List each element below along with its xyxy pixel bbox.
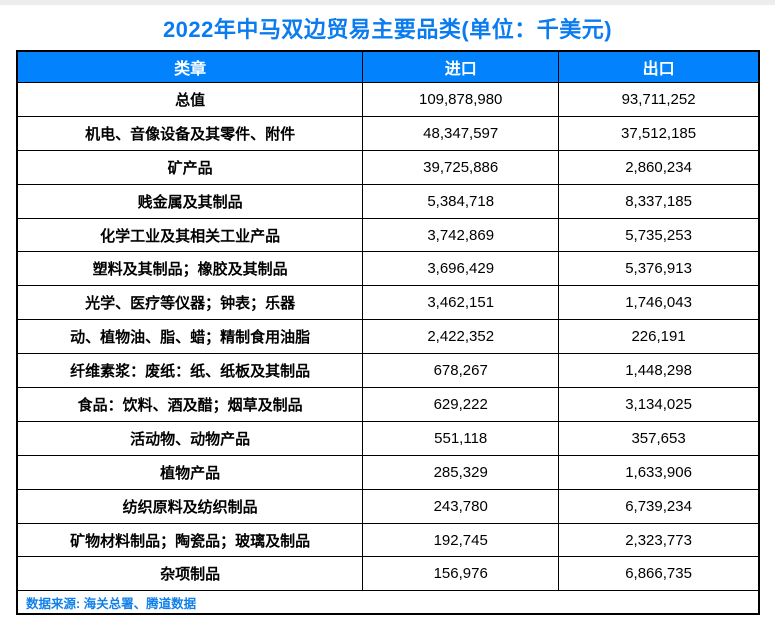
category-cell: 机电、音像设备及其零件、附件 <box>16 115 364 151</box>
category-cell: 纤维素浆：废纸：纸、纸板及其制品 <box>16 353 364 389</box>
category-cell: 光学、医疗等仪器；钟表；乐器 <box>16 285 364 321</box>
export-value-cell: 2,323,773 <box>558 522 760 558</box>
import-value-cell: 3,462,151 <box>362 285 560 321</box>
import-value-cell: 285,329 <box>362 454 560 490</box>
table-row: 纤维素浆：废纸：纸、纸板及其制品 678,267 1,448,298 <box>16 353 760 389</box>
export-value-cell: 37,512,185 <box>558 115 760 151</box>
import-value-cell: 243,780 <box>362 488 560 524</box>
table-row: 塑料及其制品；橡胶及其制品 3,696,429 5,376,913 <box>16 251 760 287</box>
import-value-cell: 156,976 <box>362 556 560 592</box>
category-cell: 植物产品 <box>16 454 364 490</box>
data-source-note: 数据来源: 海关总署、腾道数据 <box>16 590 760 615</box>
import-value-cell: 109,878,980 <box>362 82 560 117</box>
import-value-cell: 551,118 <box>362 420 560 456</box>
table-body: 总值 109,878,980 93,711,252 机电、音像设备及其零件、附件… <box>16 82 760 592</box>
table-row: 光学、医疗等仪器；钟表；乐器 3,462,151 1,746,043 <box>16 285 760 321</box>
category-cell: 食品：饮料、酒及醋；烟草及制品 <box>16 387 364 422</box>
category-cell: 化学工业及其相关工业产品 <box>16 217 364 253</box>
table-row: 杂项制品 156,976 6,866,735 <box>16 556 760 592</box>
table-row: 食品：饮料、酒及醋；烟草及制品 629,222 3,134,025 <box>16 387 760 422</box>
table-row: 植物产品 285,329 1,633,906 <box>16 454 760 490</box>
column-header-import: 进口 <box>362 50 560 83</box>
table-row: 矿物材料制品；陶瓷品；玻璃及制品 192,745 2,323,773 <box>16 522 760 558</box>
table-row: 动、植物油、脂、蜡；精制食用油脂 2,422,352 226,191 <box>16 319 760 355</box>
category-cell: 动、植物油、脂、蜡；精制食用油脂 <box>16 319 364 355</box>
import-value-cell: 678,267 <box>362 353 560 389</box>
table-row: 贱金属及其制品 5,384,718 8,337,185 <box>16 183 760 219</box>
export-value-cell: 5,376,913 <box>558 251 760 287</box>
table-header-row: 类章 进口 出口 <box>16 50 760 83</box>
import-value-cell: 5,384,718 <box>362 183 560 219</box>
export-value-cell: 357,653 <box>558 420 760 456</box>
export-value-cell: 1,448,298 <box>558 353 760 389</box>
trade-table: 类章 进口 出口 总值 109,878,980 93,711,252 机电、音像… <box>16 50 760 616</box>
category-cell: 贱金属及其制品 <box>16 183 364 219</box>
table-row: 机电、音像设备及其零件、附件 48,347,597 37,512,185 <box>16 115 760 151</box>
table-row: 化学工业及其相关工业产品 3,742,869 5,735,253 <box>16 217 760 253</box>
import-value-cell: 3,696,429 <box>362 251 560 287</box>
export-value-cell: 3,134,025 <box>558 387 760 422</box>
export-value-cell: 1,633,906 <box>558 454 760 490</box>
category-cell: 塑料及其制品；橡胶及其制品 <box>16 251 364 287</box>
category-cell: 总值 <box>16 82 364 117</box>
export-value-cell: 6,866,735 <box>558 556 760 592</box>
export-value-cell: 226,191 <box>558 319 760 355</box>
export-value-cell: 2,860,234 <box>558 149 760 185</box>
export-value-cell: 6,739,234 <box>558 488 760 524</box>
column-header-category: 类章 <box>16 50 364 83</box>
import-value-cell: 39,725,886 <box>362 149 560 185</box>
category-cell: 活动物、动物产品 <box>16 420 364 456</box>
category-cell: 杂项制品 <box>16 556 364 592</box>
import-value-cell: 629,222 <box>362 387 560 422</box>
page-title: 2022年中马双边贸易主要品类(单位：千美元) <box>162 17 613 42</box>
table-row: 活动物、动物产品 551,118 357,653 <box>16 420 760 456</box>
table-row: 纺织原料及纺织制品 243,780 6,739,234 <box>16 488 760 524</box>
import-value-cell: 192,745 <box>362 522 560 558</box>
export-value-cell: 93,711,252 <box>558 82 760 117</box>
export-value-cell: 8,337,185 <box>558 183 760 219</box>
table-row: 总值 109,878,980 93,711,252 <box>16 82 760 117</box>
table-row: 矿产品 39,725,886 2,860,234 <box>16 149 760 185</box>
column-header-export: 出口 <box>558 50 760 83</box>
import-value-cell: 2,422,352 <box>362 319 560 355</box>
import-value-cell: 3,742,869 <box>362 217 560 253</box>
category-cell: 矿物材料制品；陶瓷品；玻璃及制品 <box>16 522 364 558</box>
import-value-cell: 48,347,597 <box>362 115 560 151</box>
export-value-cell: 1,746,043 <box>558 285 760 321</box>
category-cell: 矿产品 <box>16 149 364 185</box>
category-cell: 纺织原料及纺织制品 <box>16 488 364 524</box>
table-footer-row: 数据来源: 海关总署、腾道数据 <box>16 590 760 615</box>
page-top-strip <box>0 0 775 5</box>
export-value-cell: 5,735,253 <box>558 217 760 253</box>
